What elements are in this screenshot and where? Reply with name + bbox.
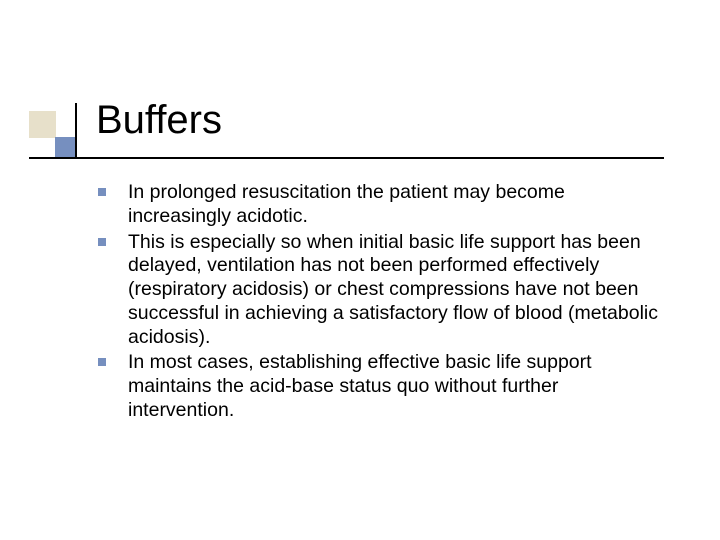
decor-horizontal-rule — [29, 157, 664, 159]
slide: Buffers In prolonged resuscitation the p… — [0, 0, 720, 540]
bullet-text: This is especially so when initial basic… — [128, 231, 658, 348]
bullet-list: In prolonged resuscitation the patient m… — [98, 181, 658, 423]
decor-vertical-rule — [75, 103, 77, 159]
list-item: In most cases, establishing effective ba… — [98, 351, 658, 422]
square-bullet-icon — [98, 188, 106, 196]
bullet-text: In prolonged resuscitation the patient m… — [128, 181, 565, 227]
slide-title: Buffers — [96, 98, 222, 143]
square-bullet-icon — [98, 238, 106, 246]
list-item: This is especially so when initial basic… — [98, 231, 658, 350]
slide-body: In prolonged resuscitation the patient m… — [98, 181, 658, 425]
list-item: In prolonged resuscitation the patient m… — [98, 181, 658, 229]
square-bullet-icon — [98, 358, 106, 366]
bullet-text: In most cases, establishing effective ba… — [128, 351, 592, 421]
decor-square-blue — [55, 137, 76, 158]
decor-square-beige — [29, 111, 56, 138]
